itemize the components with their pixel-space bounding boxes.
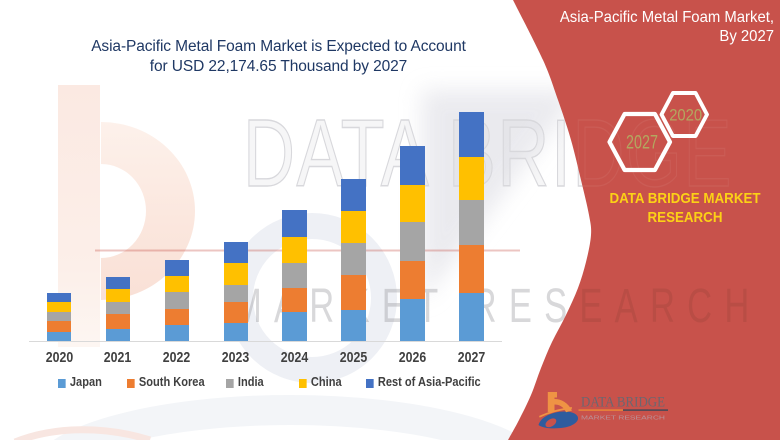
- svg-text:MARKET RESEARCH: MARKET RESEARCH: [581, 415, 666, 421]
- svg-text:2027: 2027: [626, 133, 658, 154]
- svg-text:2020: 2020: [669, 106, 702, 125]
- svg-text:DATA BRIDGE: DATA BRIDGE: [581, 395, 665, 411]
- svg-text:MARKET RESEARCH: MARKET RESEARCH: [233, 278, 762, 332]
